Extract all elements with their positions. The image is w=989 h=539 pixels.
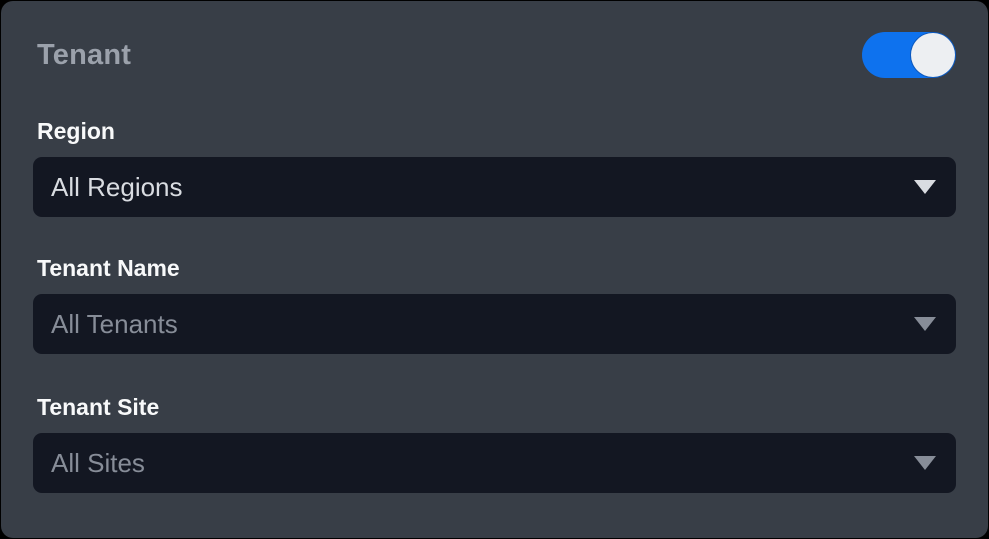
tenant-name-label: Tenant Name — [37, 255, 180, 281]
chevron-down-icon — [914, 317, 936, 331]
chevron-down-icon — [914, 180, 936, 194]
region-select-value: All Regions — [51, 171, 183, 202]
tenant-site-select[interactable]: All Sites — [33, 433, 956, 493]
tenant-site-select-value: All Sites — [51, 447, 145, 478]
tenant-name-select-value: All Tenants — [51, 308, 178, 339]
tenant-toggle[interactable] — [862, 32, 956, 78]
region-select[interactable]: All Regions — [33, 157, 956, 217]
region-label: Region — [37, 118, 115, 144]
panel-header: Tenant — [33, 32, 956, 78]
panel-title: Tenant — [37, 38, 132, 71]
toggle-knob-icon — [911, 33, 955, 77]
tenant-site-label: Tenant Site — [37, 394, 160, 420]
chevron-down-icon — [914, 456, 936, 470]
tenant-name-select[interactable]: All Tenants — [33, 294, 956, 354]
